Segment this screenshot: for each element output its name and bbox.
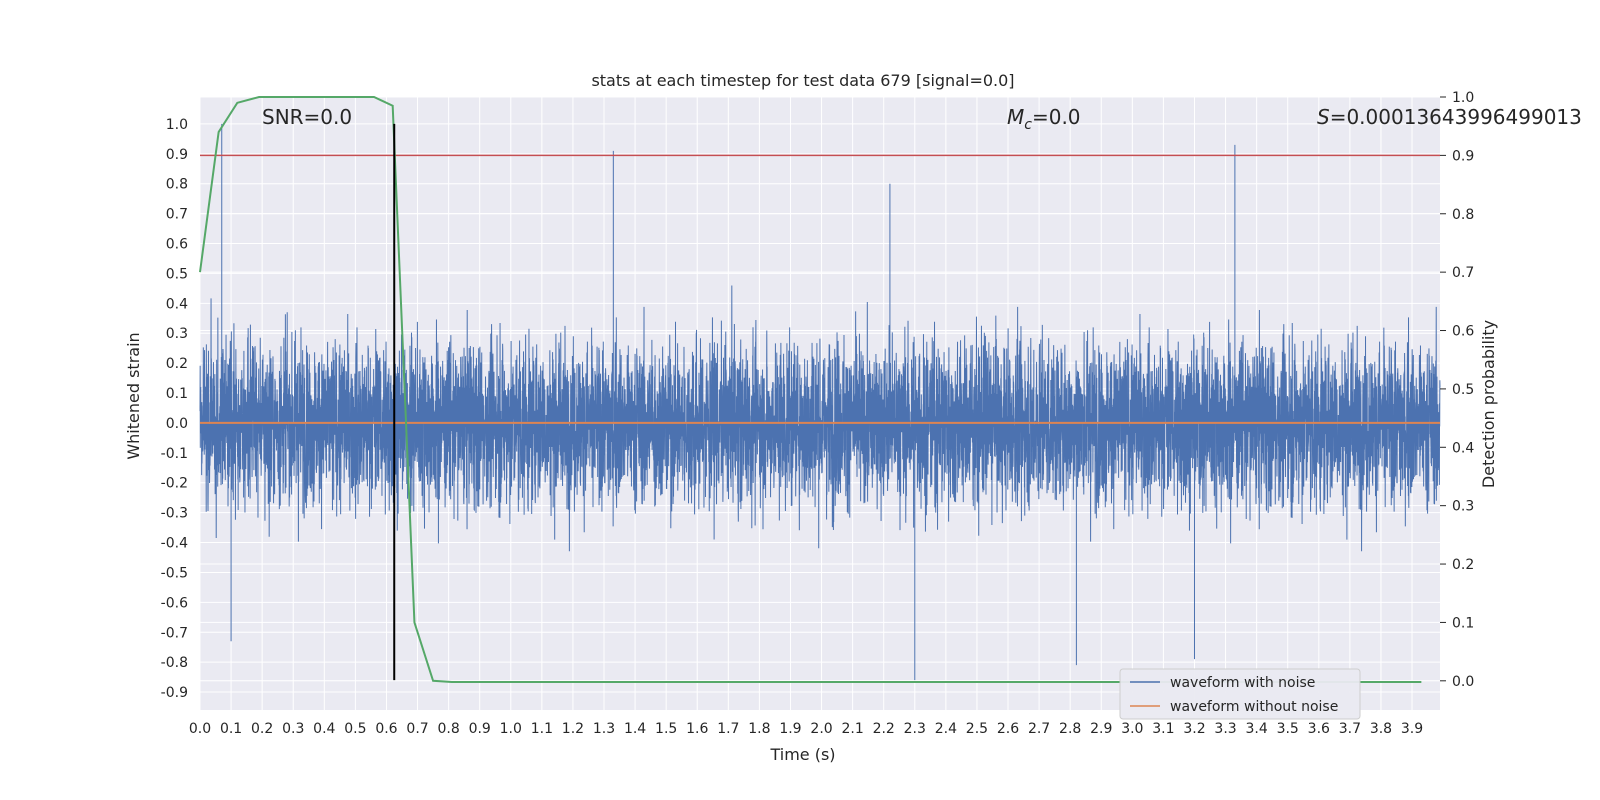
legend-label-clean: waveform without noise xyxy=(1170,699,1338,715)
y-tick-label: -0.3 xyxy=(161,506,188,522)
x-tick-label: 2.6 xyxy=(997,721,1019,737)
y-axis-label: Whitened strain xyxy=(124,332,143,459)
y-tick-label: 0.7 xyxy=(166,207,188,223)
x-tick-label: 2.8 xyxy=(1059,721,1081,737)
y-tick-label: -0.1 xyxy=(161,446,188,462)
y-tick-label: 0.5 xyxy=(166,266,188,282)
x-tick-label: 1.4 xyxy=(624,721,646,737)
s-annotation: S=0.00013643996499013 xyxy=(1317,105,1582,129)
y-tick-label: -0.4 xyxy=(161,536,188,552)
x-tick-label: 0.4 xyxy=(313,721,335,737)
y-tick-label: -0.6 xyxy=(161,595,188,611)
x-tick-label: 0.5 xyxy=(344,721,366,737)
x-tick-label: 1.0 xyxy=(500,721,522,737)
x-tick-label: 1.6 xyxy=(686,721,708,737)
y2-tick-label: 0.0 xyxy=(1452,674,1474,690)
x-tick-label: 3.8 xyxy=(1370,721,1392,737)
snr-annotation: SNR=0.0 xyxy=(262,105,352,129)
y2-tick-label: 0.9 xyxy=(1452,148,1474,164)
x-tick-label: 2.7 xyxy=(1028,721,1050,737)
x-tick-label: 2.0 xyxy=(810,721,832,737)
x-tick-label: 3.2 xyxy=(1183,721,1205,737)
x-tick-label: 3.7 xyxy=(1339,721,1361,737)
y2-tick-label: 0.2 xyxy=(1452,557,1474,573)
y-tick-label: 0.0 xyxy=(166,416,188,432)
y2-tick-label: 0.8 xyxy=(1452,207,1474,223)
x-tick-label: 3.9 xyxy=(1401,721,1423,737)
x-tick-label: 1.9 xyxy=(779,721,801,737)
x-tick-label: 1.7 xyxy=(717,721,739,737)
y2-axis-label: Detection probability xyxy=(1479,320,1498,488)
y-tick-label: 0.6 xyxy=(166,237,188,253)
y2-tick-label: 0.3 xyxy=(1452,499,1474,515)
x-tick-label: 3.1 xyxy=(1152,721,1174,737)
y2-tick-label: 0.1 xyxy=(1452,615,1474,631)
x-tick-label: 0.6 xyxy=(375,721,397,737)
y-tick-label: -0.8 xyxy=(161,655,188,671)
x-tick-label: 1.3 xyxy=(593,721,615,737)
y2-tick-label: 0.6 xyxy=(1452,324,1474,340)
y2-tick-label: 0.7 xyxy=(1452,265,1474,281)
x-tick-label: 1.2 xyxy=(562,721,584,737)
x-tick-label: 1.1 xyxy=(531,721,553,737)
y2-tick-label: 0.4 xyxy=(1452,440,1474,456)
x-tick-label: 3.0 xyxy=(1121,721,1143,737)
y2-tick-label: 0.5 xyxy=(1452,382,1474,398)
series-waveform-with-noise xyxy=(199,123,1441,681)
x-tick-label: 2.9 xyxy=(1090,721,1112,737)
y-axis-left: -0.9 -0.8 -0.7 -0.6 -0.5 -0.4 -0.3 -0.2 -0.1 0.0 0… xyxy=(161,117,188,701)
y-tick-label: 0.2 xyxy=(166,356,188,372)
y-tick-label: 0.1 xyxy=(166,386,188,402)
y-tick-label: 0.4 xyxy=(166,296,188,312)
y-axis-right: 0.0 0.1 0.2 0.3 0.4 0.5 0.6 0.7 0.8 0.9 1.0 xyxy=(1440,90,1474,690)
y-tick-label: -0.7 xyxy=(161,625,188,641)
x-tick-label: 2.1 xyxy=(841,721,863,737)
y-tick-label: -0.5 xyxy=(161,565,188,581)
series-detection-probability xyxy=(199,96,1422,683)
x-tick-label: 0.7 xyxy=(406,721,428,737)
x-tick-label: 2.3 xyxy=(904,721,926,737)
x-tick-label: 0.3 xyxy=(282,721,304,737)
x-tick-label: 1.8 xyxy=(748,721,770,737)
x-tick-label: 3.3 xyxy=(1214,721,1236,737)
y-tick-label: 0.3 xyxy=(166,326,188,342)
x-tick-label: 3.5 xyxy=(1277,721,1299,737)
x-tick-label: 1.5 xyxy=(655,721,677,737)
y2-tick-label: 1.0 xyxy=(1452,90,1474,106)
y-tick-label: 1.0 xyxy=(166,117,188,133)
x-tick-label: 2.5 xyxy=(966,721,988,737)
x-tick-label: 0.2 xyxy=(251,721,273,737)
x-tick-label: 0.9 xyxy=(469,721,491,737)
chart-title: stats at each timestep for test data 679… xyxy=(591,71,1014,90)
y-tick-label: 0.8 xyxy=(166,177,188,193)
x-tick-label: 2.4 xyxy=(935,721,957,737)
x-axis-label: Time (s) xyxy=(769,745,835,764)
x-tick-label: 3.4 xyxy=(1246,721,1268,737)
y-tick-label: -0.2 xyxy=(161,476,188,492)
y-tick-label: -0.9 xyxy=(161,685,188,701)
legend-label-noise: waveform with noise xyxy=(1170,675,1315,691)
x-axis: 0.0 0.1 0.2 0.3 0.4 0.5 0.6 0.7 0.8 0.9 1.0 1.1 1.2 1… xyxy=(189,721,1423,737)
x-tick-label: 0.0 xyxy=(189,721,211,737)
x-tick-label: 0.1 xyxy=(220,721,242,737)
plot-content xyxy=(199,96,1441,683)
x-tick-label: 2.2 xyxy=(873,721,895,737)
mc-annotation: Mc=0.0 xyxy=(1007,105,1081,133)
x-tick-label: 3.6 xyxy=(1308,721,1330,737)
legend: waveform with noise waveform without noi… xyxy=(1119,668,1361,720)
x-tick-label: 0.8 xyxy=(437,721,459,737)
y-tick-label: 0.9 xyxy=(166,147,188,163)
